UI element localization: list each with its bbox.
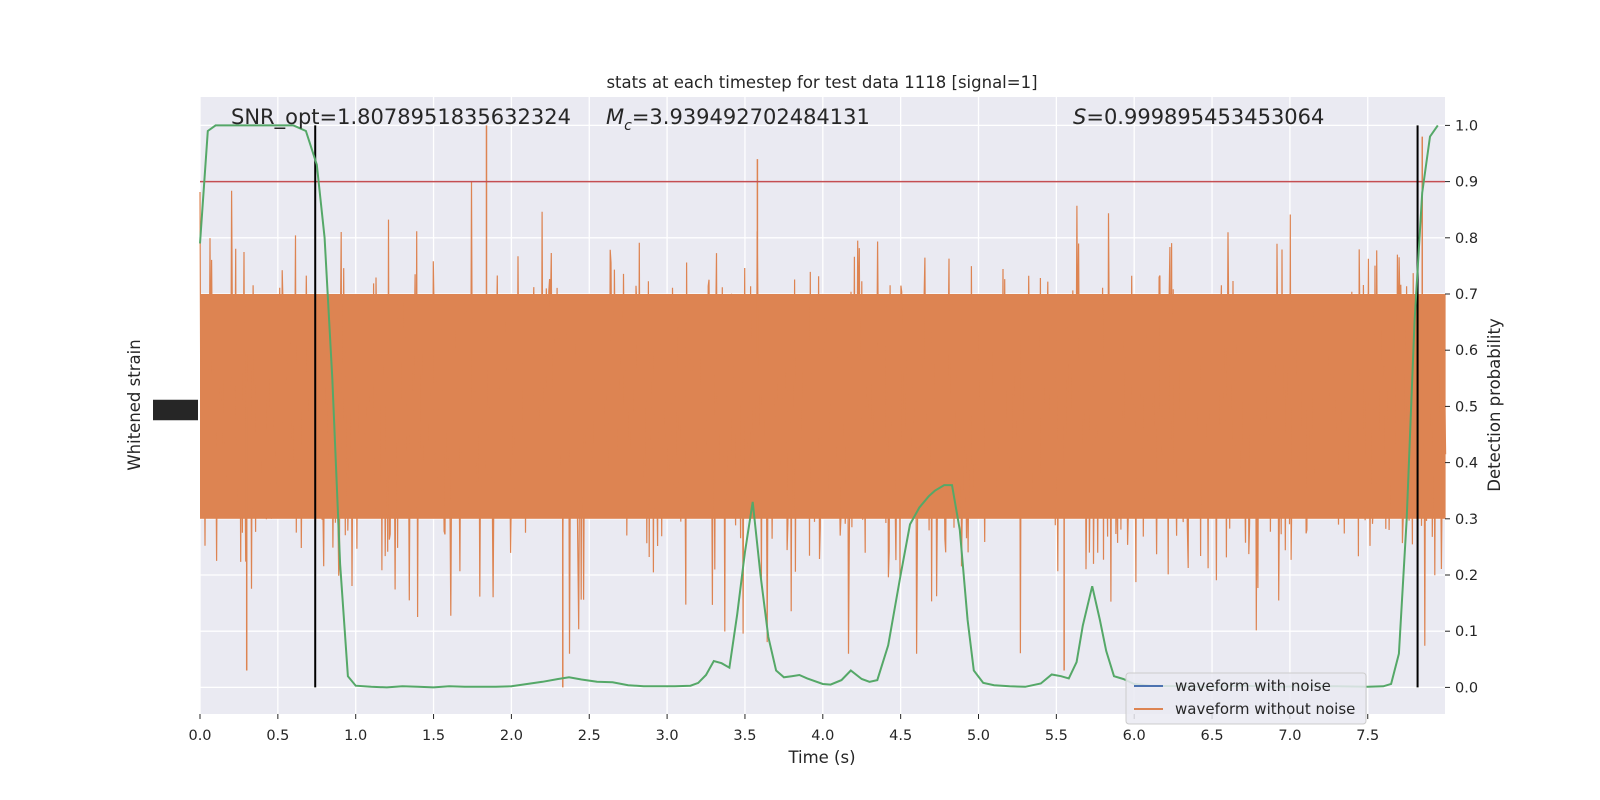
x-axis-ticks: 0.0 0.5 1.0 1.5 2.0 2.5 3.0 3.5 4.0 4.5 5.0 5.5 6.0 6… <box>188 714 1379 744</box>
noise-trace <box>199 181 1447 654</box>
x-tick-label: 3.5 <box>733 728 756 744</box>
x-tick-label: 6.5 <box>1201 728 1224 744</box>
chirp-mass-symbol: M <box>606 105 624 129</box>
right-y-axis-label: Detection probability <box>1485 318 1504 492</box>
left-axis-tick-label-blob <box>161 408 191 418</box>
y-tick-label: 0.8 <box>1455 231 1478 247</box>
x-tick-label: 0.0 <box>188 728 211 744</box>
chirp-mass-annotation: Mc=3.939492702484131 <box>606 105 870 134</box>
left-axis-tick-cluster <box>153 399 198 421</box>
x-tick-label: 3.0 <box>656 728 679 744</box>
x-tick-label: 4.5 <box>889 728 912 744</box>
chart-title: stats at each timestep for test data 111… <box>606 73 1037 92</box>
x-tick-label: 7.0 <box>1278 728 1301 744</box>
snr-annotation: SNR_opt=1.8078951835632324 <box>231 105 571 130</box>
vertical-markers <box>314 125 1419 688</box>
x-axis-label: Time (s) <box>787 748 855 767</box>
y-tick-label: 1.0 <box>1455 118 1478 134</box>
x-tick-label: 5.0 <box>967 728 990 744</box>
legend-label-with-noise: waveform with noise <box>1175 677 1331 695</box>
x-tick-label: 5.5 <box>1045 728 1068 744</box>
x-tick-label: 6.0 <box>1123 728 1146 744</box>
score-symbol: S <box>1073 105 1086 129</box>
y-tick-label: 0.7 <box>1455 287 1478 303</box>
x-tick-label: 7.5 <box>1356 728 1379 744</box>
y-tick-label: 0.9 <box>1455 175 1478 191</box>
y-tick-label: 0.5 <box>1455 399 1478 415</box>
x-tick-label: 1.5 <box>422 728 445 744</box>
legend: waveform with noise waveform without noi… <box>1125 672 1367 725</box>
x-tick-label: 2.0 <box>500 728 523 744</box>
y-tick-label: 0.4 <box>1455 456 1478 472</box>
x-tick-label: 0.5 <box>266 728 289 744</box>
detection-probability-line <box>199 124 1439 689</box>
x-tick-label: 4.0 <box>811 728 834 744</box>
x-tick-label: 2.5 <box>578 728 601 744</box>
score-annotation: S=0.999895453453064 <box>1073 105 1324 129</box>
y-tick-label: 0.0 <box>1455 680 1478 696</box>
x-tick-label: 1.0 <box>344 728 367 744</box>
y-tick-label: 0.2 <box>1455 568 1478 584</box>
y-tick-label: 0.6 <box>1455 343 1478 359</box>
y-tick-label: 0.3 <box>1455 512 1478 528</box>
left-y-axis-label: Whitened strain <box>125 339 144 470</box>
legend-box <box>1125 672 1367 725</box>
chirp-mass-value: =3.939492702484131 <box>632 105 870 129</box>
noise-waveform <box>199 125 1447 688</box>
right-axis-ticks: 0.0 0.1 0.2 0.3 0.4 0.5 0.6 0.7 0.8 0.9 1.0 <box>1445 118 1478 696</box>
chirp-mass-subscript: c <box>624 118 632 134</box>
score-value: =0.999895453453064 <box>1086 105 1324 129</box>
legend-label-without-noise: waveform without noise <box>1175 700 1355 718</box>
y-tick-label: 0.1 <box>1455 624 1478 640</box>
